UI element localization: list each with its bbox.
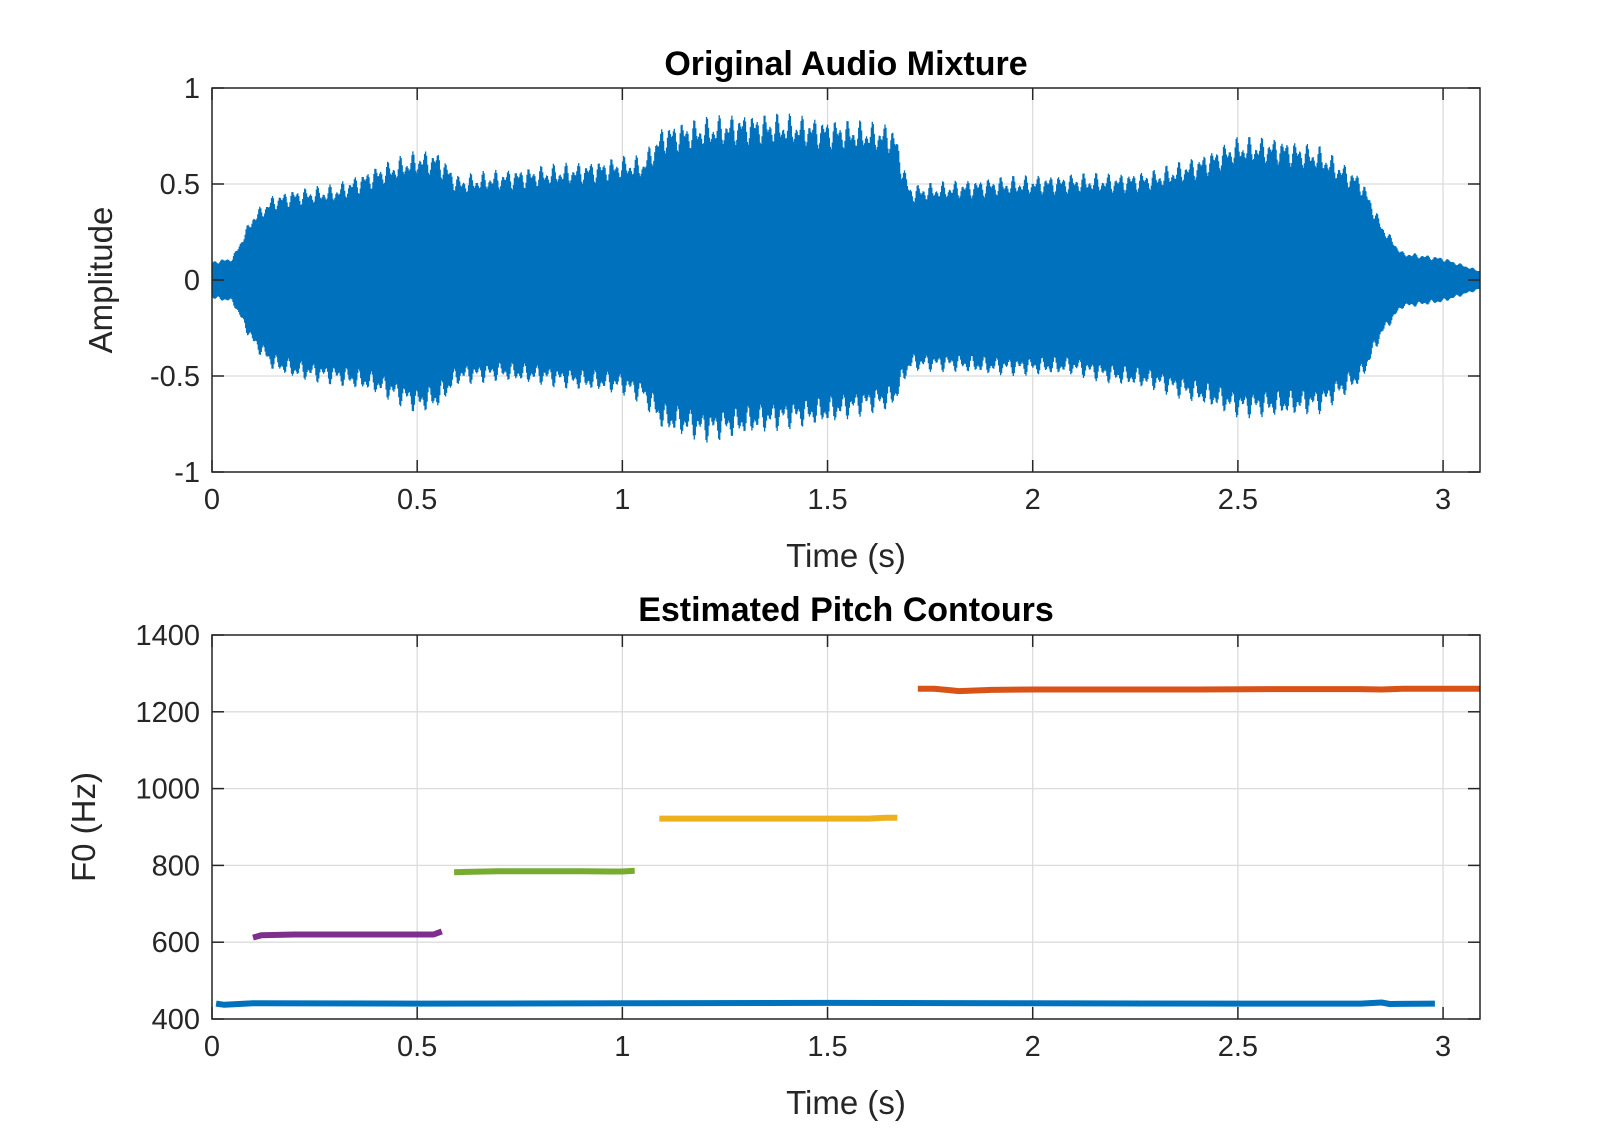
x-tick-label: 2 — [1025, 1031, 1041, 1063]
y-tick-label: 1400 — [135, 620, 200, 652]
series-group — [212, 113, 1480, 443]
x-tick-label: 0.5 — [397, 484, 437, 516]
audio-mixture-plot: 0 0.5 1 1.5 2 2.5 3 -1 -0.5 0 0.5 1 Original Audio M… — [82, 45, 1481, 574]
audio-waveform-core — [212, 158, 1480, 398]
y-axis-label: Amplitude — [82, 207, 119, 354]
y-tick-label: 0.5 — [160, 169, 200, 201]
x-axis-label: Time (s) — [786, 537, 906, 574]
series-group — [215, 685, 1480, 1008]
y-tick-label: -0.5 — [150, 361, 200, 393]
y-tick-label: 1000 — [135, 774, 200, 806]
pitch-contour-line-1 — [215, 999, 1435, 1008]
y-tick-label: -1 — [174, 457, 200, 489]
axes-box — [211, 634, 1481, 1020]
x-tick-label: 1.5 — [807, 1031, 847, 1063]
y-tick-label: 400 — [152, 1004, 200, 1036]
pitch-contour-line-5 — [917, 685, 1480, 695]
y-tick-label: 0 — [184, 265, 200, 297]
x-tick-label: 1.5 — [807, 484, 847, 516]
chart-title: Estimated Pitch Contours — [638, 591, 1054, 629]
x-tick-label: 0 — [204, 484, 220, 516]
x-tick-label: 2 — [1025, 484, 1041, 516]
pitch-contour-line-4 — [659, 814, 898, 822]
pitch-contours-plot: 0 0.5 1 1.5 2 2.5 3 400 600 800 1000 1200 1400 Estima… — [65, 591, 1481, 1121]
x-tick-label: 0 — [204, 1031, 220, 1063]
x-tick-label: 2.5 — [1218, 1031, 1258, 1063]
pitch-contour-line-2 — [252, 928, 443, 941]
y-tick-label: 1 — [184, 73, 200, 105]
y-axis-label: F0 (Hz) — [65, 772, 102, 882]
y-tick-label: 600 — [152, 927, 200, 959]
x-axis-label: Time (s) — [786, 1084, 906, 1121]
x-tick-label: 1 — [614, 484, 630, 516]
x-tick-label: 3 — [1435, 1031, 1451, 1063]
x-tick-label: 1 — [614, 1031, 630, 1063]
y-tick-label: 800 — [152, 850, 200, 882]
x-tick-label: 3 — [1435, 484, 1451, 516]
x-tick-label: 2.5 — [1218, 484, 1258, 516]
y-tick-label: 1200 — [135, 697, 200, 729]
chart-title: Original Audio Mixture — [664, 45, 1027, 83]
pitch-contour-line-3 — [454, 867, 635, 876]
x-tick-label: 0.5 — [397, 1031, 437, 1063]
